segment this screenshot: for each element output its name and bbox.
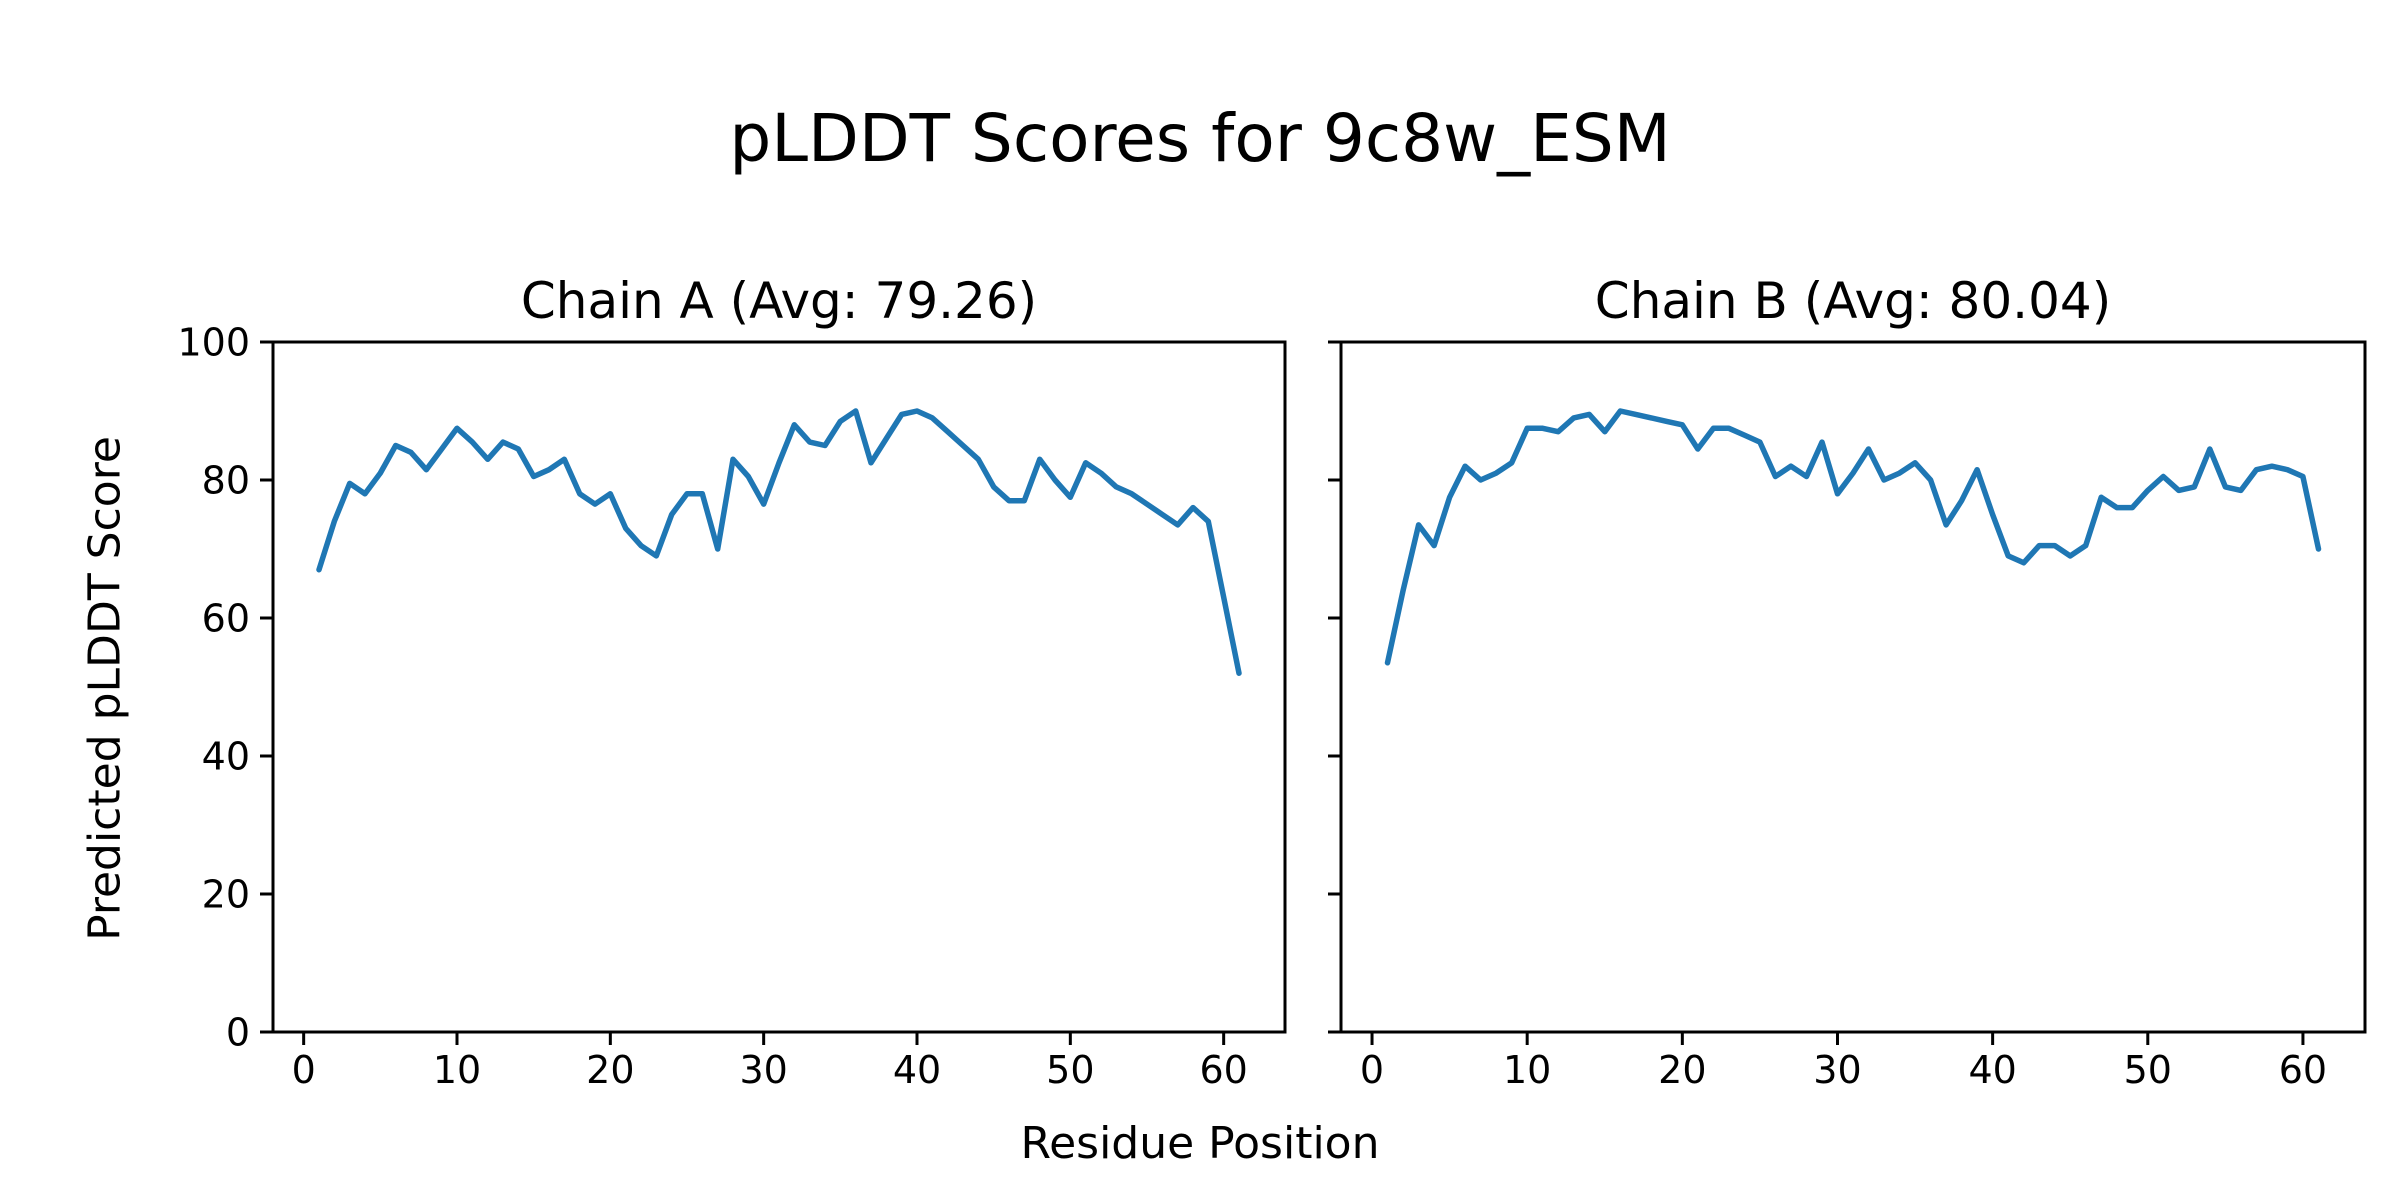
plot-border bbox=[1339, 340, 2367, 1034]
x-axis-label: Residue Position bbox=[1020, 1118, 1380, 1169]
x-tick-label: 40 bbox=[1968, 1048, 2016, 1092]
x-tick-label: 10 bbox=[433, 1048, 481, 1092]
chain-b-title: Chain B (Avg: 80.04) bbox=[1594, 272, 2112, 330]
chain-a-plot: 0 10 20 30 40 50 60 0 20 40 60 80 100 bbox=[177, 320, 1287, 1092]
x-tick-label: 30 bbox=[739, 1048, 787, 1092]
x-tick-label: 0 bbox=[292, 1048, 316, 1092]
x-tick-label: 60 bbox=[2279, 1048, 2327, 1092]
y-tick-label: 80 bbox=[202, 458, 250, 502]
y-axis-label: Predicted pLDDT Score bbox=[79, 436, 131, 941]
x-tick-label: 60 bbox=[1199, 1048, 1247, 1092]
plddt-line bbox=[316, 408, 1242, 676]
y-tick-label: 100 bbox=[177, 320, 250, 364]
plddt-line bbox=[1384, 408, 2322, 666]
y-tick-label: 60 bbox=[202, 596, 250, 640]
x-tick-label: 40 bbox=[893, 1048, 941, 1092]
x-tick-label: 10 bbox=[1503, 1048, 1551, 1092]
x-tick-label: 50 bbox=[1046, 1048, 1094, 1092]
figure-title: pLDDT Scores for 9c8w_ESM bbox=[729, 100, 1671, 177]
x-tick-label: 50 bbox=[2124, 1048, 2172, 1092]
x-tick-label: 0 bbox=[1360, 1048, 1384, 1092]
x-tick-label: 30 bbox=[1813, 1048, 1861, 1092]
plot-border bbox=[271, 340, 1287, 1034]
x-tick-label: 20 bbox=[1658, 1048, 1706, 1092]
chain-b-plot: 0 10 20 30 40 50 60 bbox=[1328, 340, 2367, 1092]
x-tick-label: 20 bbox=[586, 1048, 634, 1092]
chain-a-title: Chain A (Avg: 79.26) bbox=[520, 272, 1038, 330]
y-tick-label: 0 bbox=[226, 1010, 250, 1054]
y-tick-label: 40 bbox=[202, 734, 250, 778]
y-tick-label: 20 bbox=[202, 872, 250, 916]
